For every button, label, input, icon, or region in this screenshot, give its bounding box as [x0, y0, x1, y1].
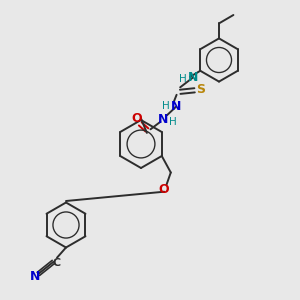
Text: O: O: [158, 183, 169, 196]
Text: O: O: [131, 112, 142, 125]
Text: N: N: [158, 113, 168, 126]
Text: N: N: [30, 270, 40, 284]
Text: C: C: [52, 258, 61, 268]
Text: S: S: [196, 83, 205, 96]
Text: H: H: [169, 117, 176, 127]
Text: N: N: [171, 100, 181, 113]
Text: N: N: [188, 71, 198, 84]
Text: H: H: [179, 74, 187, 84]
Text: H: H: [162, 101, 170, 111]
